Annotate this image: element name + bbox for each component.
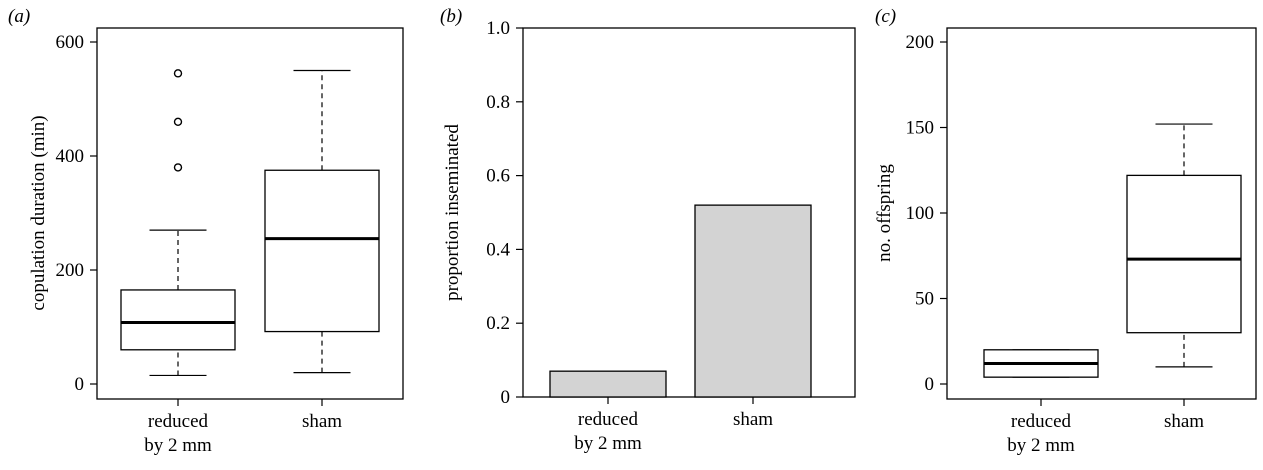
- x-tick-label: sham: [1164, 411, 1204, 432]
- y-tick-label: 0.2: [486, 313, 510, 334]
- y-tick-label: 0.8: [486, 92, 510, 113]
- x-tick-label: by 2 mm: [574, 433, 642, 454]
- plot-frame: [96, 27, 404, 400]
- plot-frame: [522, 27, 856, 398]
- y-tick-label: 0: [925, 374, 935, 395]
- outlier-point: [173, 163, 183, 172]
- outlier-point: [173, 69, 183, 78]
- x-tick-label: reduced: [148, 411, 209, 432]
- y-tick-label: 400: [56, 146, 85, 167]
- x-tick-label: sham: [302, 411, 342, 432]
- box: [264, 169, 380, 333]
- panel-3: (c) 0 50 100 150 200 no. offspring reduced by 2 …: [874, 6, 1257, 456]
- x-tick-label: by 2 mm: [1007, 435, 1075, 456]
- y-tick-label: 50: [915, 289, 934, 310]
- y-tick-label: 0: [501, 387, 511, 408]
- panel-letter: (b): [440, 6, 462, 27]
- outlier-point: [173, 117, 183, 127]
- y-tick-label: 600: [56, 32, 85, 53]
- y-axis-label: proportion inseminated: [442, 124, 463, 301]
- x-tick-label: reduced: [1011, 411, 1072, 432]
- panel-letter: (c): [875, 6, 896, 27]
- box: [120, 289, 236, 351]
- y-tick-label: 200: [56, 260, 85, 281]
- y-axis-label: copulation duration (min): [28, 115, 49, 310]
- box: [1126, 174, 1242, 334]
- y-tick-label: 0.4: [486, 239, 510, 260]
- x-tick-label: by 2 mm: [144, 435, 212, 456]
- x-tick-label: reduced: [578, 409, 639, 430]
- y-tick-label: 0.6: [486, 166, 510, 187]
- y-tick-label: 0: [75, 374, 85, 395]
- x-tick-label: sham: [733, 409, 773, 430]
- y-tick-label: 200: [906, 32, 935, 53]
- y-tick-label: 150: [906, 118, 935, 139]
- panel-letter: (a): [8, 6, 30, 27]
- bar: [694, 204, 812, 398]
- panel-2: (b) 0 0.2 0.4 0.6 0.8 1.0 proportion inseminate…: [440, 6, 856, 454]
- y-tick-label: 1.0: [486, 18, 510, 39]
- panel-1: (a) 0 200 400 600 copulation duration (min) re…: [8, 6, 404, 456]
- y-tick-label: 100: [906, 203, 935, 224]
- bar: [549, 370, 667, 398]
- y-axis-label: no. offspring: [874, 164, 895, 262]
